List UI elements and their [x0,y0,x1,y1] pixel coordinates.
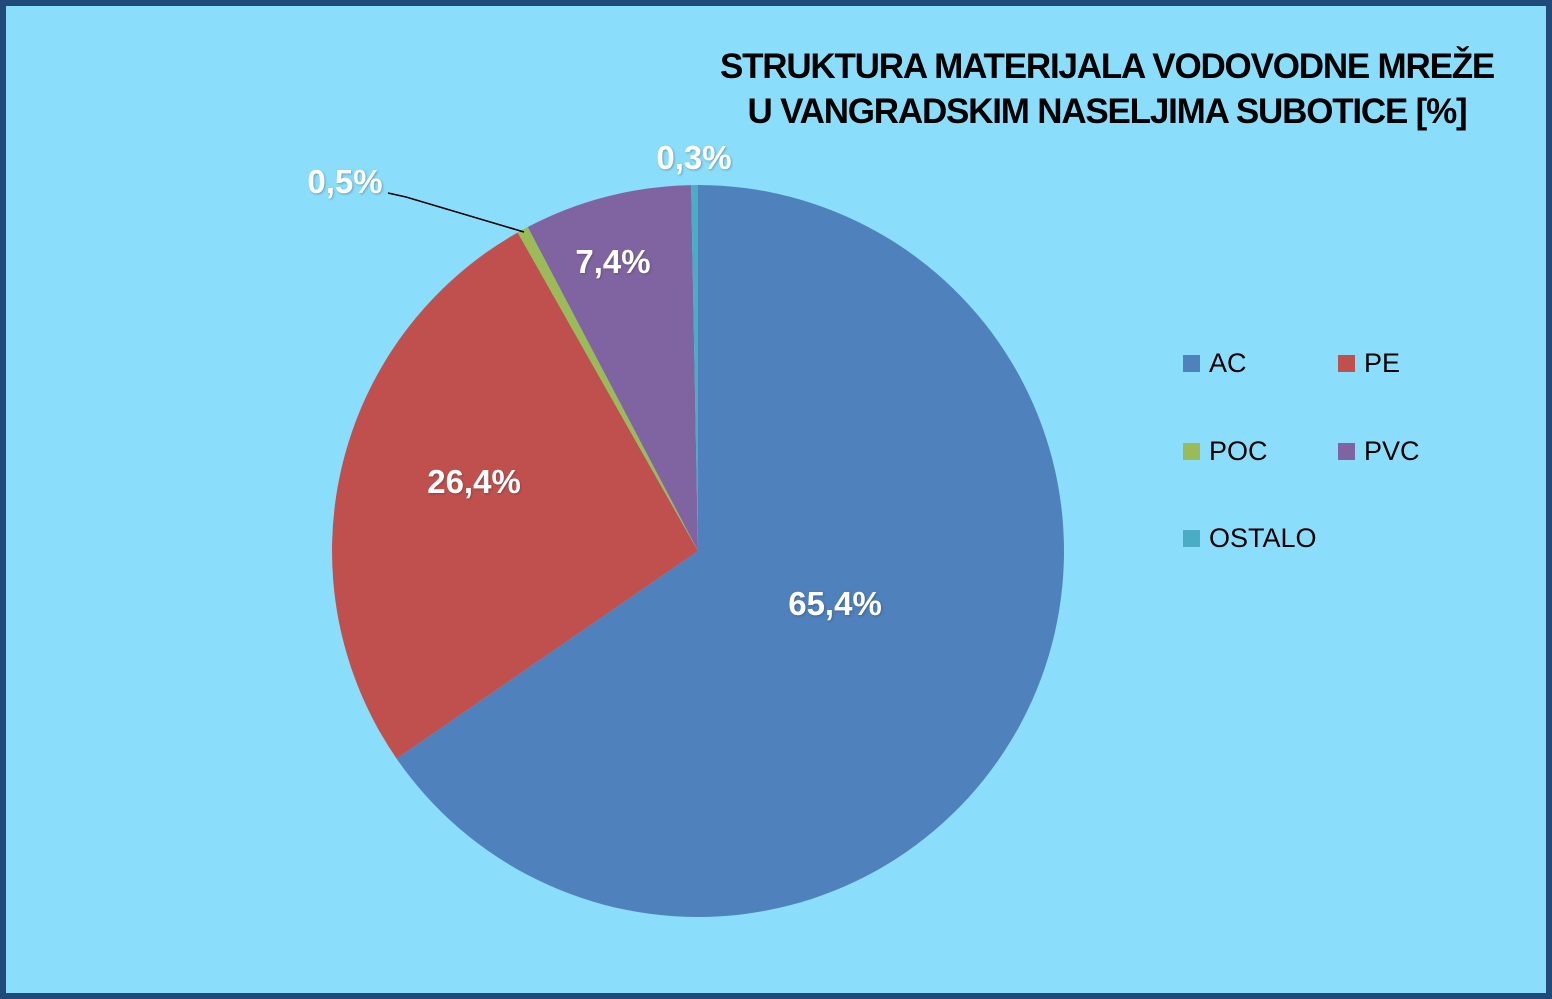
leader-line-poc [387,192,525,233]
pie-slice-ostalo [691,185,698,551]
pie-label-poc: 0,5% [307,163,383,200]
legend-label-ostalo: OSTALO [1209,523,1317,553]
legend-item-ostalo: OSTALO [1183,523,1317,553]
legend-label-pe: PE [1364,348,1401,378]
pie-label-pe: 26,4% [427,463,521,500]
legend-swatch-ostalo [1183,529,1200,547]
pie-label-pvc: 7,4% [575,243,651,280]
pie-slice-pe [332,232,698,759]
legend-label-pvc: PVC [1364,436,1420,466]
legend-item-poc: POC [1183,436,1268,466]
legend-item-ac: AC [1183,348,1247,378]
chart-title-line1: STRUKTURA MATERIJALA VODOVODNE MREŽE [719,47,1495,86]
legend-swatch-ac [1183,354,1200,372]
chart-title: STRUKTURA MATERIJALA VODOVODNE MREŽE U V… [707,44,1507,134]
pie-slice-ac [396,185,1065,918]
pie-label-ac: 65,4% [788,585,882,622]
legend-swatch-poc [1183,442,1200,460]
pie-label-ostalo: 0,3% [656,139,732,176]
legend-label-poc: POC [1209,436,1268,466]
pie-slice-poc [517,227,698,551]
legend-swatch-pvc [1338,442,1355,460]
legend-label-ac: AC [1209,348,1247,378]
legend-item-pvc: PVC [1338,436,1420,466]
chart-title-line2: U VANGRADSKIM NASELJIMA SUBOTICE [%] [747,92,1467,131]
pie-slice-pvc [527,185,698,551]
legend-item-pe: PE [1338,348,1401,378]
legend-swatch-pe [1338,354,1355,372]
